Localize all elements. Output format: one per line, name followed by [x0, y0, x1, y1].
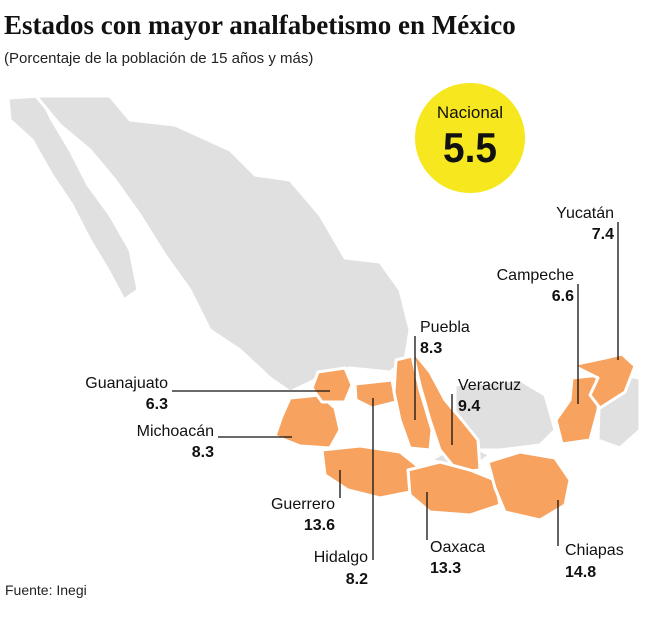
national-value: 5.5 — [443, 124, 497, 171]
state-name: Guanajuato — [85, 375, 168, 392]
title: Estados con mayor analfabetismo en Méxic… — [4, 10, 516, 40]
state-name: Hidalgo — [314, 549, 368, 566]
subtitle: (Porcentaje de la población de 15 años y… — [4, 50, 313, 67]
state-name: Yucatán — [556, 205, 614, 222]
state-name: Guerrero — [271, 496, 335, 513]
state-value: 8.3 — [420, 340, 442, 357]
state-name: Chiapas — [565, 542, 624, 559]
national-badge — [415, 83, 525, 193]
state-value: 13.3 — [430, 560, 461, 577]
national-label: Nacional — [437, 103, 503, 122]
state-name: Michoacán — [137, 423, 214, 440]
state-value: 6.6 — [552, 288, 574, 305]
state-name: Puebla — [420, 319, 470, 336]
state-value: 14.8 — [565, 564, 596, 581]
state-name: Campeche — [497, 267, 574, 284]
state-value: 7.4 — [592, 226, 614, 243]
leaders — [172, 222, 619, 560]
source: Fuente: Inegi — [5, 582, 87, 598]
state-name: Oaxaca — [430, 539, 485, 556]
state-value: 9.4 — [458, 398, 480, 415]
state-name: Veracruz — [458, 377, 521, 394]
state-labels: Yucatán 7.4 Campeche 6.6 Puebla 8.3 Vera… — [85, 205, 623, 588]
state-value: 6.3 — [146, 396, 168, 413]
state-value: 13.6 — [304, 517, 335, 534]
state-value: 8.2 — [346, 571, 368, 588]
state-value: 8.3 — [192, 444, 214, 461]
map — [6, 94, 642, 522]
